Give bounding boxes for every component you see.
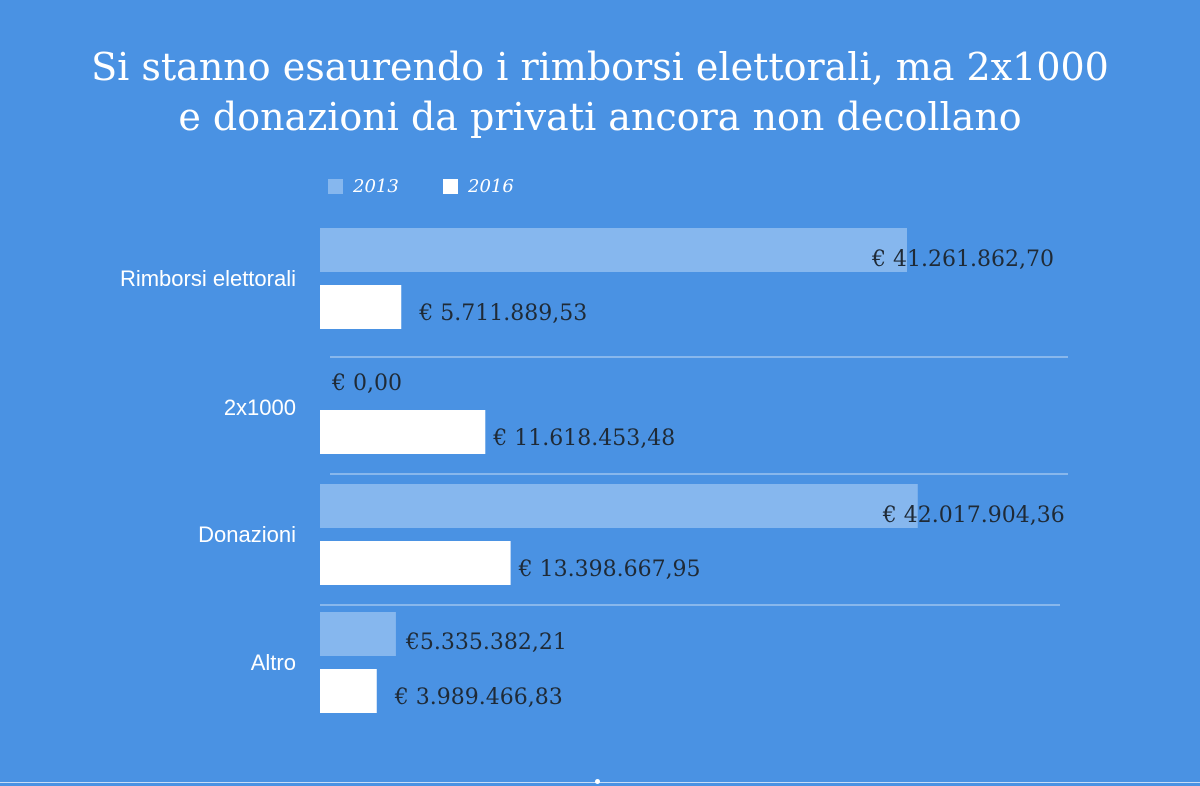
category-label: Altro (251, 650, 296, 675)
bottom-divider (0, 782, 1200, 783)
bar-2016 (320, 669, 377, 713)
data-label-2016: € 3.989.466,83 (394, 685, 563, 710)
data-label-2013: € 0,00 (331, 371, 402, 396)
category-label: Rimborsi elettorali (120, 266, 296, 291)
data-label-2013: € 42.017.904,36 (882, 503, 1065, 528)
data-label-2013: € 41.261.862,70 (871, 247, 1054, 272)
bar-2013 (320, 484, 918, 528)
data-label-2016: € 13.398.667,95 (518, 557, 701, 582)
category-label: 2x1000 (224, 395, 296, 420)
legend-label-2016: 2016 (467, 176, 514, 197)
category-label: Donazioni (198, 522, 296, 547)
chart-title: Si stanno esaurendo i rimborsi elettoral… (0, 42, 1200, 142)
bar-2016 (320, 541, 511, 585)
bar-2016 (320, 285, 402, 329)
bar-2016 (320, 410, 486, 454)
legend-label-2013: 2013 (352, 176, 399, 197)
legend-swatch-2016 (443, 179, 458, 194)
slide-indicator-dot[interactable] (595, 779, 600, 784)
data-label-2016: € 11.618.453,48 (492, 426, 675, 451)
chart-title-line-2: e donazioni da privati ancora non decoll… (178, 95, 1022, 139)
bar-2013 (320, 228, 907, 272)
legend-swatch-2013 (328, 179, 343, 194)
bar-2013 (320, 612, 396, 656)
data-label-2016: € 5.711.889,53 (418, 301, 587, 326)
data-label-2013: €5.335.382,21 (405, 630, 567, 655)
chart-title-line-1: Si stanno esaurendo i rimborsi elettoral… (91, 45, 1109, 89)
